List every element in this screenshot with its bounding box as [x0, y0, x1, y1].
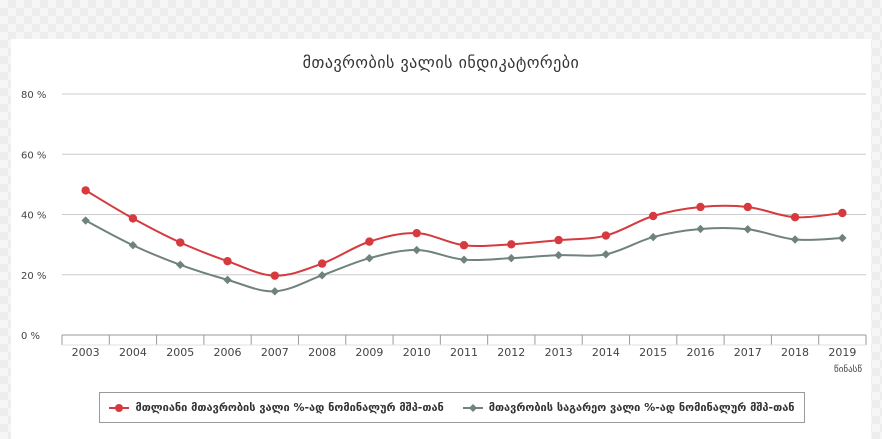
data-point-external-debt	[459, 255, 469, 264]
x-tick-label: 2009	[355, 346, 383, 359]
circle-marker-icon	[109, 403, 130, 412]
data-point-external-debt	[270, 287, 280, 296]
data-point-total-debt	[601, 231, 611, 240]
x-tick-label: 2003	[72, 346, 100, 359]
data-point-external-debt	[696, 224, 705, 234]
data-point-total-debt	[507, 240, 516, 249]
y-tick-label: 40 %	[21, 211, 46, 222]
data-point-external-debt	[790, 235, 800, 244]
legend-item-external-debt[interactable]: მთავრობის საგარეო ვალი %-ად ნომინალურ მშ…	[462, 401, 795, 414]
x-tick-label: 2008	[308, 346, 336, 359]
x-tick-label: 2011	[450, 346, 478, 359]
y-tick-label: 80 %	[21, 90, 46, 101]
data-point-total-debt	[554, 235, 563, 245]
data-point-external-debt	[507, 253, 516, 263]
x-tick-label: 2013	[545, 346, 573, 359]
data-point-external-debt	[317, 271, 327, 280]
data-point-external-debt	[128, 241, 138, 250]
chart-title: მთავრობის ვალის ინდიკატორები	[302, 53, 580, 72]
line-chart: 0 % 20 % 40 % 60 % 80 % 2003 2004 2005 2006 2007 2…	[21, 90, 867, 375]
data-point-external-debt	[554, 250, 563, 260]
data-point-total-debt	[838, 208, 847, 218]
x-tick-label: 2015	[639, 346, 667, 359]
x-tick-label: 2019	[828, 346, 856, 359]
data-point-external-debt	[743, 225, 752, 234]
x-tick-label: 2006	[214, 346, 242, 359]
x-axis-label: წინასწ	[834, 364, 862, 375]
data-point-total-debt	[459, 241, 469, 250]
x-tick-label: 2014	[592, 346, 620, 359]
data-point-total-debt	[317, 259, 327, 268]
x-tick-label: 2017	[734, 346, 762, 359]
data-point-external-debt	[176, 260, 185, 270]
data-point-total-debt	[412, 228, 421, 238]
data-point-total-debt	[743, 202, 752, 212]
chart-card: მთავრობის ვალის ინდიკატორები 0 % 20 % 40 %…	[11, 39, 871, 439]
x-tick-label: 2012	[497, 346, 525, 359]
y-tick-label: 20 %	[21, 271, 46, 282]
data-point-external-debt	[223, 275, 232, 285]
data-point-total-debt	[176, 238, 185, 247]
legend-item-total-debt[interactable]: მთლიანი მთავრობის ვალი %-ად ნომინალურ მშ…	[109, 401, 444, 414]
data-point-total-debt	[790, 213, 800, 222]
data-point-external-debt	[838, 233, 847, 243]
data-point-external-debt	[601, 250, 611, 259]
x-tick-label: 2007	[261, 346, 289, 359]
data-point-total-debt	[270, 271, 280, 280]
data-point-total-debt	[81, 186, 90, 195]
x-tick-label: 2004	[119, 346, 147, 359]
x-tick-label: 2005	[166, 346, 194, 359]
data-point-total-debt	[648, 211, 658, 221]
y-tick-label: 60 %	[21, 150, 46, 161]
x-tick-label: 2018	[781, 346, 809, 359]
data-point-total-debt	[696, 202, 705, 212]
data-point-external-debt	[648, 232, 658, 242]
data-point-external-debt	[81, 216, 90, 225]
diamond-marker-icon	[462, 403, 483, 412]
legend-label-total-debt: მთლიანი მთავრობის ვალი %-ად ნომინალურ მშ…	[135, 401, 444, 414]
data-point-total-debt	[223, 256, 232, 266]
data-point-total-debt	[365, 237, 374, 246]
data-point-external-debt	[365, 253, 374, 263]
data-point-external-debt	[412, 245, 421, 255]
chart-legend: მთლიანი მთავრობის ვალი %-ად ნომინალურ მშ…	[99, 392, 805, 423]
x-tick-label: 2016	[686, 346, 714, 359]
x-tick-label: 2010	[403, 346, 431, 359]
legend-label-external-debt: მთავრობის საგარეო ვალი %-ად ნომინალურ მშ…	[488, 401, 795, 414]
data-point-total-debt	[128, 214, 138, 223]
y-tick-label: 0 %	[21, 331, 40, 342]
